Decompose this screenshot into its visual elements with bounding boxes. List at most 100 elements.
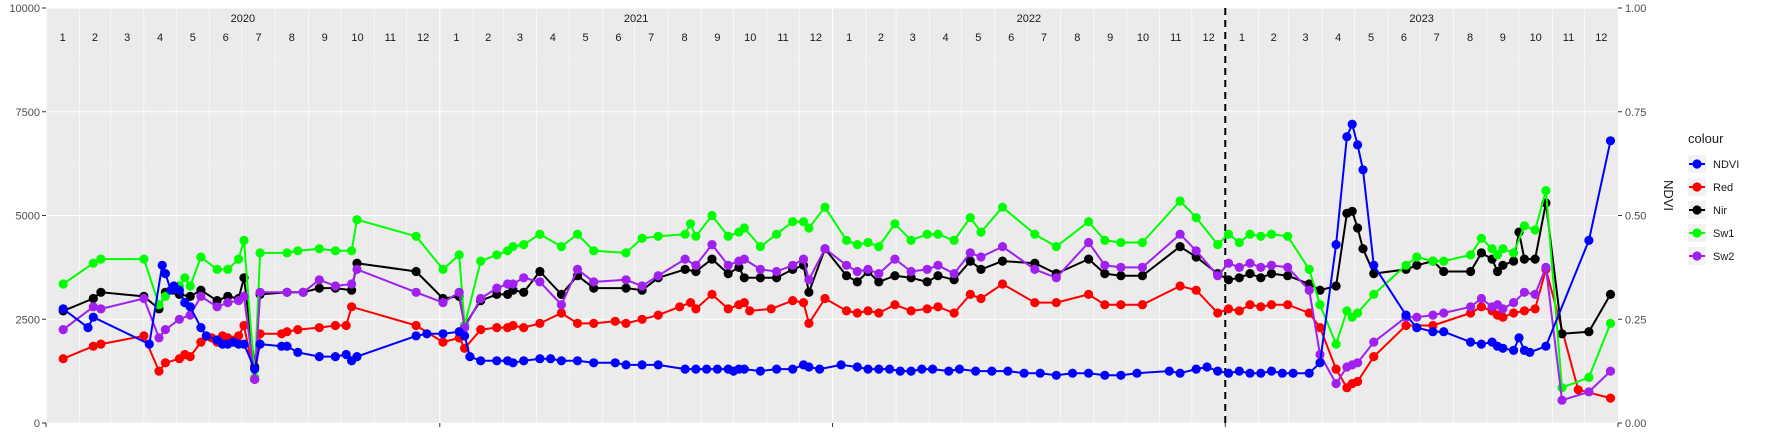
data-point-red: [1256, 302, 1266, 312]
data-point-sw1: [723, 231, 733, 241]
data-point-ndvi: [1541, 341, 1551, 351]
data-point-red: [330, 320, 340, 331]
data-point-red: [788, 296, 798, 306]
data-point-nir: [411, 266, 421, 277]
data-point-red: [1100, 300, 1110, 310]
data-point-ndvi: [788, 364, 798, 374]
data-point-red: [1175, 281, 1185, 291]
data-point-ndvi: [1358, 165, 1368, 175]
data-point-red: [96, 339, 106, 349]
data-point-sw2: [804, 275, 814, 285]
data-point-red: [160, 358, 170, 368]
month-label: 4: [550, 32, 556, 44]
y-left-tick-label: 5000: [16, 211, 40, 223]
data-point-nir: [723, 269, 733, 279]
month-label: 10: [1137, 32, 1149, 44]
data-point-sw1: [234, 254, 244, 264]
data-point-nir: [1412, 260, 1422, 270]
y-right-tick-label: 0.00: [1625, 418, 1646, 430]
legend-title: colour: [1688, 131, 1724, 146]
legend-key-dot: [1692, 182, 1702, 192]
month-label: 5: [583, 32, 589, 44]
data-point-red: [282, 327, 292, 337]
data-point-ndvi: [680, 364, 690, 374]
data-point-sw1: [997, 202, 1008, 212]
data-point-ndvi: [1245, 368, 1255, 378]
data-point-sw1: [1283, 231, 1293, 241]
month-label: 3: [1302, 32, 1308, 44]
y-right-tick-label: 0.25: [1625, 314, 1646, 326]
data-point-sw1: [1331, 339, 1341, 349]
data-point-nir: [1347, 206, 1357, 216]
data-point-ndvi: [282, 341, 292, 351]
data-point-sw2: [772, 266, 782, 277]
data-point-red: [347, 302, 357, 312]
data-point-ndvi: [185, 302, 195, 312]
month-label: 11: [1563, 32, 1574, 44]
data-point-sw2: [890, 254, 900, 264]
data-point-ndvi: [1116, 370, 1126, 380]
data-point-ndvi: [157, 260, 167, 270]
data-point-sw1: [314, 244, 324, 254]
legend-key-dot: [1692, 228, 1702, 238]
data-point-sw1: [621, 248, 631, 258]
data-point-ndvi: [1223, 368, 1234, 378]
month-label: 1: [1239, 32, 1245, 44]
data-point-nir: [1509, 256, 1519, 266]
data-point-ndvi: [1347, 119, 1357, 129]
data-point-sw2: [88, 302, 98, 312]
month-label: 4: [1335, 32, 1341, 44]
data-point-sw1: [637, 233, 647, 243]
data-point-red: [1051, 298, 1061, 308]
data-point-sw2: [1519, 287, 1529, 297]
data-point-sw2: [535, 277, 545, 287]
data-point-sw2: [1283, 262, 1293, 272]
data-point-sw1: [1605, 318, 1616, 328]
data-point-red: [874, 308, 884, 318]
data-point-nir: [804, 287, 814, 297]
data-point-ndvi: [293, 347, 303, 357]
data-point-sw2: [1541, 262, 1551, 272]
data-point-sw1: [180, 273, 190, 283]
month-label: 12: [810, 32, 822, 44]
data-point-sw1: [820, 202, 830, 212]
data-point-sw1: [185, 281, 195, 291]
month-label: 3: [910, 32, 916, 44]
data-point-nir: [1116, 271, 1126, 281]
data-point-ndvi: [621, 360, 631, 370]
data-point-ndvi: [556, 356, 567, 366]
data-point-sw2: [1100, 260, 1110, 270]
data-point-sw2: [949, 269, 959, 279]
data-point-sw2: [621, 275, 631, 285]
data-point-red: [1234, 306, 1244, 316]
data-point-sw1: [680, 229, 690, 239]
y-left-tick-label: 0: [34, 418, 40, 430]
data-point-sw2: [154, 333, 164, 343]
data-point-nir: [1100, 269, 1110, 279]
data-point-nir: [492, 289, 502, 299]
legend-label-red: Red: [1713, 182, 1733, 194]
data-point-sw1: [196, 252, 206, 262]
data-point-sw2: [852, 266, 862, 277]
data-point-sw2: [922, 264, 932, 274]
data-point-nir: [852, 277, 862, 287]
data-point-nir: [1223, 275, 1234, 285]
data-point-sw1: [691, 231, 701, 241]
data-point-sw2: [1557, 395, 1567, 405]
data-point-ndvi: [1234, 366, 1244, 376]
data-point-sw1: [1030, 229, 1040, 239]
data-point-sw2: [454, 287, 464, 297]
data-point-red: [1315, 323, 1325, 333]
data-point-sw1: [874, 242, 884, 252]
data-point-nir: [1439, 266, 1449, 277]
data-point-sw1: [255, 248, 265, 258]
month-label: 2: [1271, 32, 1277, 44]
data-point-sw2: [691, 260, 701, 270]
data-point-ndvi: [476, 356, 486, 366]
data-point-sw2: [1509, 298, 1519, 308]
data-point-red: [653, 310, 663, 320]
data-point-red: [1331, 364, 1341, 374]
data-point-ndvi: [653, 360, 663, 370]
data-point-nir: [1084, 254, 1094, 264]
month-label: 1: [453, 32, 459, 44]
